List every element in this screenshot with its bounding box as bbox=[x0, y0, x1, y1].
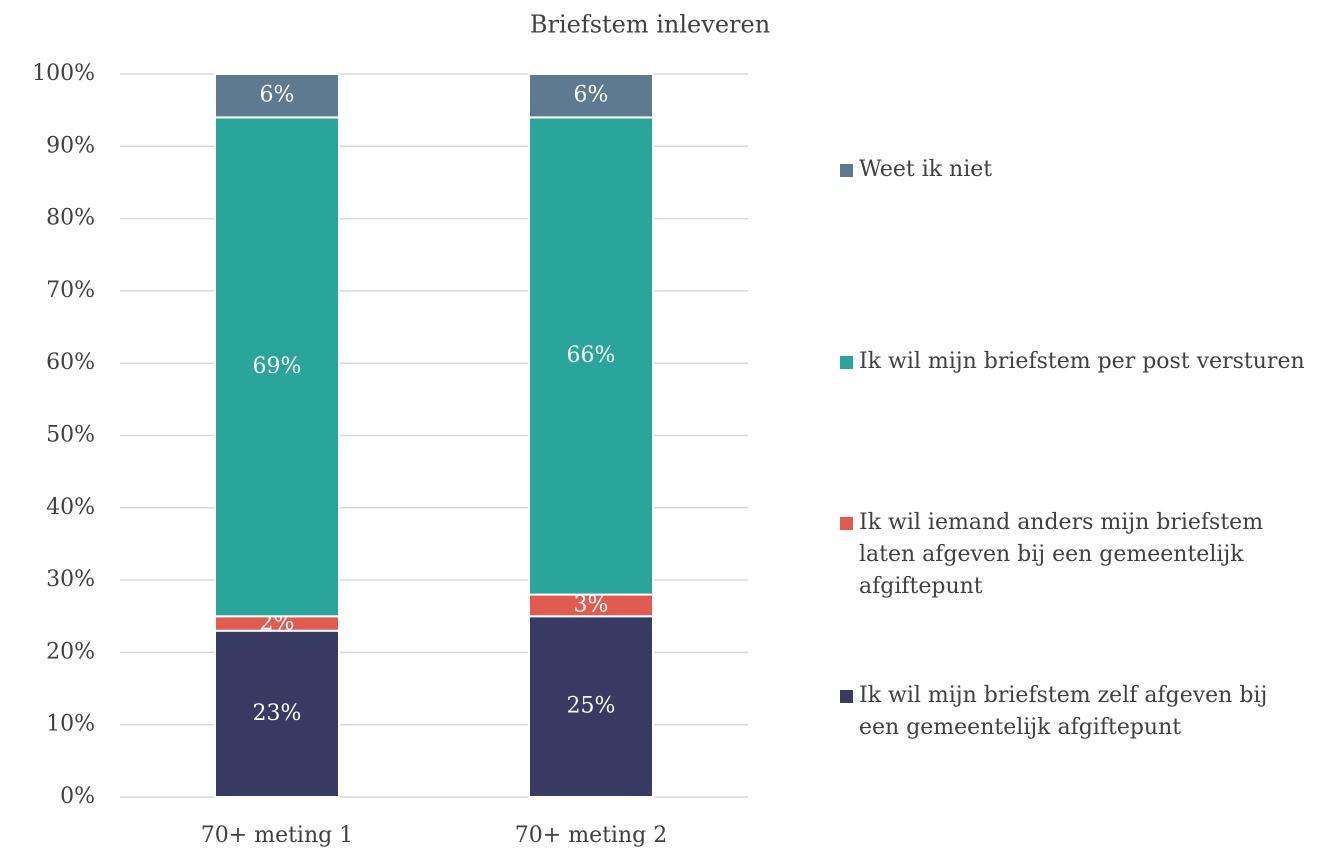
data-label: 66% bbox=[567, 343, 616, 368]
legend-label: Ik wil iemand anders mijn briefstem late… bbox=[859, 510, 1264, 599]
y-tick-label: 40% bbox=[46, 495, 95, 520]
data-label: 25% bbox=[567, 694, 616, 719]
data-label: 6% bbox=[574, 83, 609, 108]
x-tick-label: 70+ meting 2 bbox=[515, 823, 667, 848]
y-tick-label: 20% bbox=[46, 639, 95, 664]
bar-segment bbox=[214, 116, 340, 618]
legend-label: Ik wil mijn briefstem zelf afgeven bij e… bbox=[859, 683, 1268, 740]
legend-label: Ik wil mijn briefstem per post versturen bbox=[859, 349, 1305, 374]
data-label: 3% bbox=[574, 592, 609, 617]
data-label: 69% bbox=[253, 354, 302, 379]
legend-swatch bbox=[840, 356, 853, 369]
bar-segment bbox=[214, 73, 340, 119]
bar-segment bbox=[528, 615, 654, 798]
y-tick-label: 80% bbox=[46, 206, 95, 231]
legend-swatch bbox=[840, 690, 853, 703]
chart-title: Briefstem inleveren bbox=[530, 11, 770, 39]
bar-segment bbox=[528, 116, 654, 596]
y-tick-label: 0% bbox=[60, 784, 95, 809]
y-tick-label: 10% bbox=[46, 712, 95, 737]
data-label: 6% bbox=[260, 83, 295, 108]
legend-swatch bbox=[840, 517, 853, 530]
legend-item: Weet ik niet bbox=[840, 154, 1310, 186]
y-tick-label: 70% bbox=[46, 278, 95, 303]
legend-label: Weet ik niet bbox=[859, 157, 993, 182]
legend-item: Ik wil iemand anders mijn briefstem late… bbox=[840, 507, 1310, 603]
y-tick-label: 60% bbox=[46, 350, 95, 375]
legend-item: Ik wil mijn briefstem zelf afgeven bij e… bbox=[840, 680, 1310, 744]
data-label: 23% bbox=[253, 701, 302, 726]
y-tick-label: 30% bbox=[46, 567, 95, 592]
y-tick-label: 50% bbox=[46, 423, 95, 448]
y-tick-label: 100% bbox=[32, 61, 95, 86]
bar-segment bbox=[214, 629, 340, 799]
legend-swatch bbox=[840, 164, 853, 177]
y-tick-label: 90% bbox=[46, 133, 95, 158]
bar-segment bbox=[528, 73, 654, 119]
x-tick-label: 70+ meting 1 bbox=[201, 823, 353, 848]
legend-item: Ik wil mijn briefstem per post versturen bbox=[840, 346, 1310, 378]
